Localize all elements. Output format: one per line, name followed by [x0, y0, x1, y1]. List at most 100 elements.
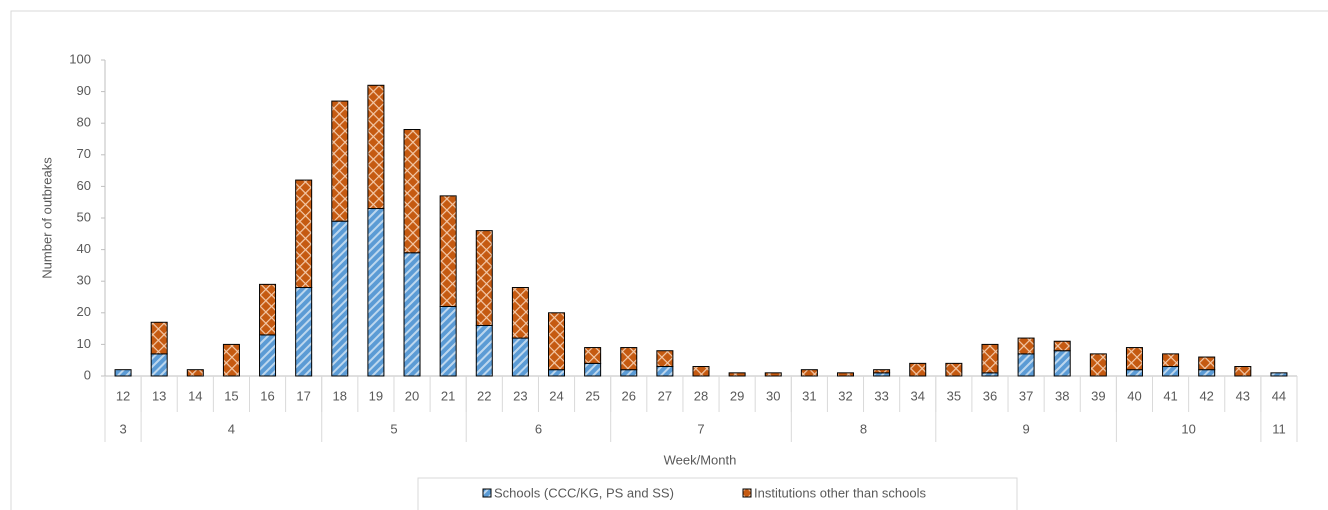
- x-group-label: 6: [535, 421, 542, 436]
- bar-segment: [439, 195, 457, 307]
- x-group-label: 11: [1272, 421, 1286, 436]
- bar-segment: [692, 366, 710, 377]
- bar-segment: [1125, 347, 1143, 371]
- bar-segment: [620, 369, 638, 377]
- bar-segment: [331, 100, 349, 222]
- x-tick-label: 42: [1199, 388, 1213, 403]
- x-tick-label: 13: [152, 388, 166, 403]
- x-tick-label: 19: [369, 388, 383, 403]
- bar-segment: [873, 369, 891, 374]
- x-tick-label: 20: [405, 388, 419, 403]
- y-axis-title: Number of outbreaks: [39, 157, 54, 279]
- x-tick-label: 43: [1236, 388, 1250, 403]
- bar-segment: [1053, 340, 1071, 352]
- bar-segment: [367, 84, 385, 210]
- bar-segment: [656, 366, 674, 377]
- x-tick-label: 44: [1272, 388, 1286, 403]
- bar-segment: [295, 179, 313, 289]
- x-group-label: 3: [119, 421, 126, 436]
- x-tick-label: 32: [838, 388, 852, 403]
- bar-segment: [331, 220, 349, 377]
- bar-segment: [764, 372, 782, 377]
- y-tick-label: 60: [77, 178, 91, 193]
- bar-segment: [186, 369, 204, 377]
- legend-label: Institutions other than schools: [754, 485, 926, 500]
- bar-segment: [1162, 353, 1180, 368]
- x-axis-title: Week/Month: [664, 452, 737, 467]
- bar-segment: [403, 129, 421, 254]
- chart-frame: [10, 10, 1328, 510]
- bar-segment: [1234, 366, 1252, 377]
- bar-segment: [800, 369, 818, 377]
- bar-segment: [295, 287, 313, 377]
- x-group-label: 5: [390, 421, 397, 436]
- bar-segment: [981, 343, 999, 374]
- y-tick-label: 20: [77, 304, 91, 319]
- x-tick-label: 39: [1091, 388, 1105, 403]
- bar-segment: [584, 347, 602, 364]
- y-tick-label: 10: [77, 336, 91, 351]
- bar-segment: [836, 372, 854, 377]
- bar-segment: [222, 343, 240, 377]
- bar-segment: [511, 287, 529, 339]
- y-tick-label: 0: [84, 367, 91, 382]
- x-group-label: 4: [228, 421, 235, 436]
- y-tick-label: 100: [69, 51, 91, 66]
- bar-segment: [150, 353, 168, 377]
- x-tick-label: 31: [802, 388, 816, 403]
- bar-segment: [548, 369, 566, 377]
- y-tick-label: 80: [77, 115, 91, 130]
- x-tick-label: 35: [947, 388, 961, 403]
- legend-swatch: [742, 488, 752, 498]
- x-tick-label: 25: [585, 388, 599, 403]
- bar-segment: [403, 252, 421, 377]
- y-tick-label: 70: [77, 146, 91, 161]
- bar-segment: [259, 334, 277, 377]
- x-tick-label: 30: [766, 388, 780, 403]
- x-tick-label: 28: [694, 388, 708, 403]
- legend-box: [417, 477, 1018, 510]
- x-tick-label: 36: [983, 388, 997, 403]
- bar-segment: [475, 324, 493, 377]
- x-group-label: 8: [860, 421, 867, 436]
- bar-segment: [1017, 337, 1035, 355]
- bar-segment: [584, 362, 602, 377]
- y-tick-label: 90: [77, 83, 91, 98]
- bar-segment: [1125, 369, 1143, 377]
- x-tick-label: 21: [441, 388, 455, 403]
- x-tick-label: 17: [296, 388, 310, 403]
- x-group-label: 7: [697, 421, 704, 436]
- legend-label: Schools (CCC/KG, PS and SS): [494, 485, 674, 500]
- x-tick-label: 23: [513, 388, 527, 403]
- x-group-label: 9: [1022, 421, 1029, 436]
- x-tick-label: 40: [1127, 388, 1141, 403]
- x-tick-label: 41: [1163, 388, 1177, 403]
- legend-swatch: [482, 488, 492, 498]
- bar-segment: [620, 347, 638, 371]
- bar-segment: [1089, 353, 1107, 377]
- bar-segment: [945, 362, 963, 377]
- x-tick-label: 29: [730, 388, 744, 403]
- x-tick-label: 12: [116, 388, 130, 403]
- bar-segment: [1017, 353, 1035, 377]
- bar-segment: [909, 362, 927, 377]
- bar-segment: [1270, 372, 1288, 377]
- x-tick-label: 22: [477, 388, 491, 403]
- bar-segment: [1198, 356, 1216, 371]
- bar-segment: [1198, 369, 1216, 377]
- x-tick-label: 15: [224, 388, 238, 403]
- bar-segment: [150, 321, 168, 355]
- x-tick-label: 37: [1019, 388, 1033, 403]
- bar-segment: [728, 372, 746, 377]
- bar-segment: [439, 305, 457, 377]
- x-tick-label: 27: [658, 388, 672, 403]
- y-tick-label: 40: [77, 241, 91, 256]
- x-group-label: 10: [1181, 421, 1195, 436]
- x-tick-label: 16: [260, 388, 274, 403]
- x-tick-label: 34: [910, 388, 924, 403]
- bar-segment: [367, 208, 385, 377]
- x-tick-label: 26: [622, 388, 636, 403]
- x-tick-label: 18: [333, 388, 347, 403]
